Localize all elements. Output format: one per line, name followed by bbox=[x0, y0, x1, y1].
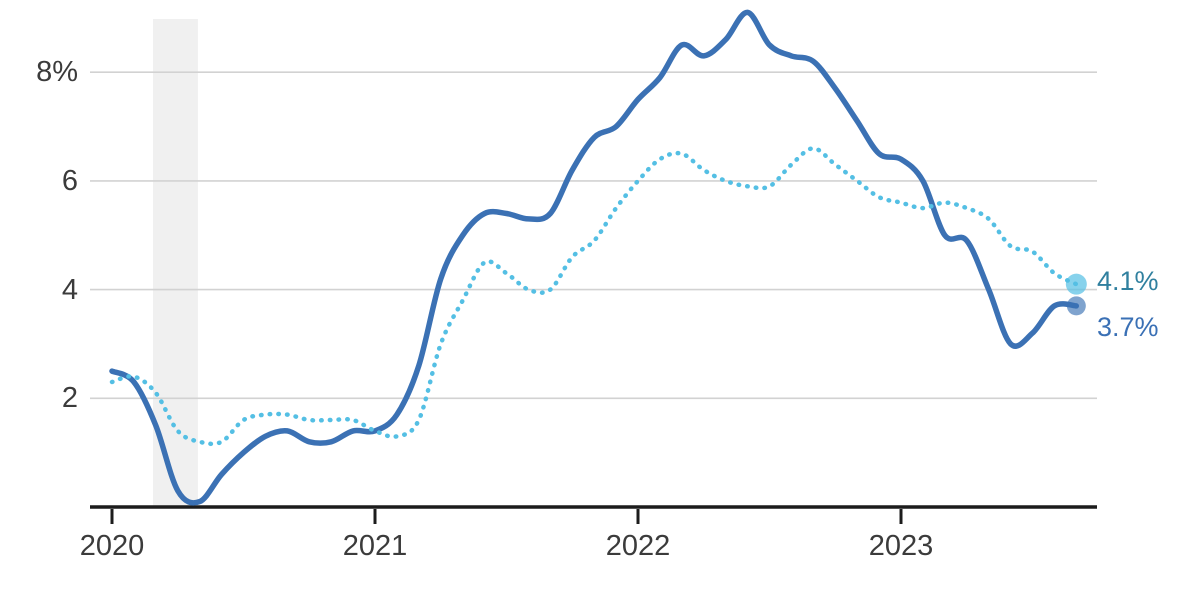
x-axis-label-2023: 2023 bbox=[868, 530, 934, 562]
y-axis-label-6: 6 bbox=[61, 165, 78, 197]
core-cpi-end-label: 4.1% bbox=[1097, 266, 1159, 296]
x-axis-label-2020: 2020 bbox=[79, 530, 145, 562]
headline-cpi-line bbox=[109, 9, 1080, 506]
core-end-dot bbox=[1065, 273, 1087, 295]
core-cpi-line bbox=[109, 146, 1079, 447]
x-axis-label-2022: 2022 bbox=[605, 530, 671, 562]
y-axis-label-4: 4 bbox=[61, 274, 78, 306]
x-axis-label-2021: 2021 bbox=[342, 530, 408, 562]
headline-cpi-end-label: 3.7% bbox=[1097, 312, 1159, 342]
y-axis-label-8: 8% bbox=[36, 56, 78, 88]
headline-end-dot bbox=[1066, 296, 1086, 316]
y-axis-label-2: 2 bbox=[61, 382, 78, 414]
